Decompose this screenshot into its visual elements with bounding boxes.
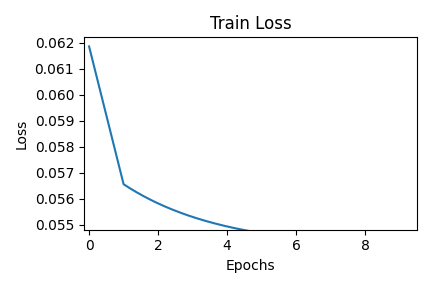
Y-axis label: Loss: Loss [15,118,29,149]
X-axis label: Epochs: Epochs [226,259,275,273]
Title: Train Loss: Train Loss [210,15,291,33]
